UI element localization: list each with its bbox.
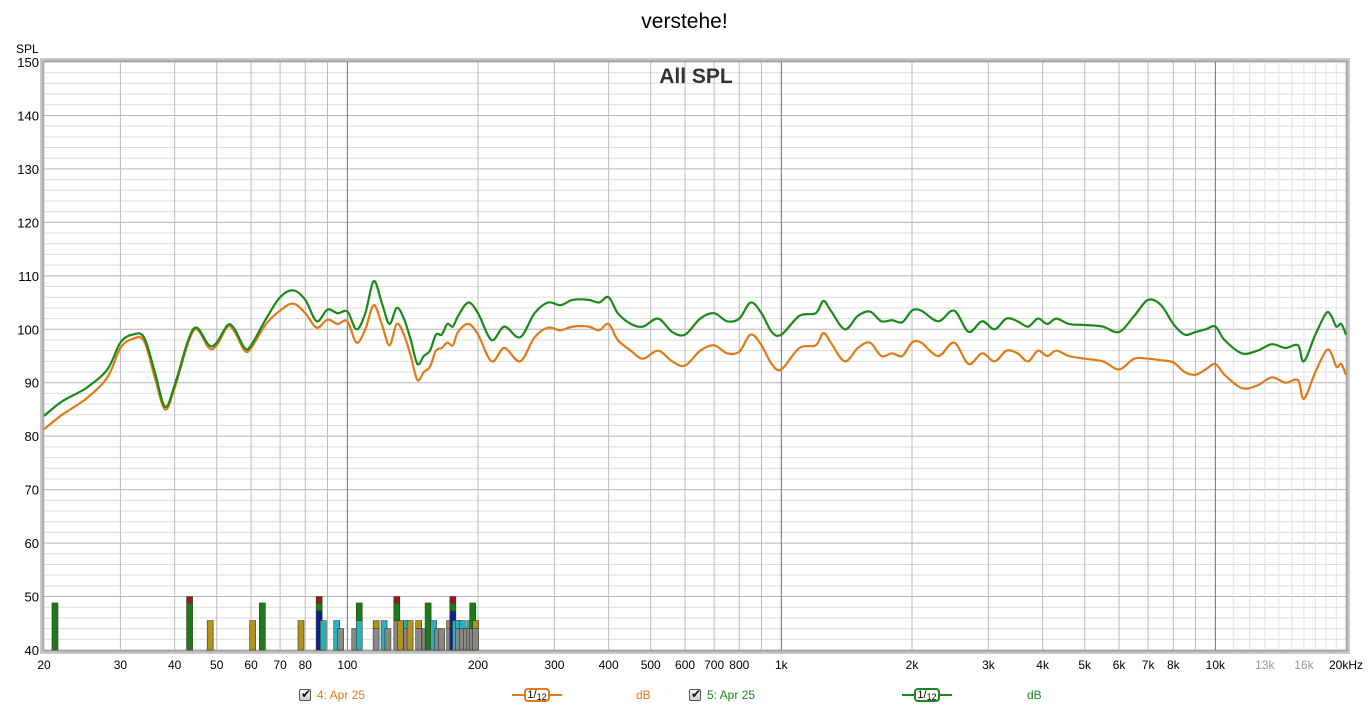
svg-text:13k: 13k (1255, 658, 1275, 672)
legend-item-5[interactable]: 5: Apr 25 (689, 687, 756, 702)
svg-text:600: 600 (675, 658, 695, 672)
series-4-unit: dB (636, 688, 651, 702)
svg-text:20: 20 (37, 658, 51, 672)
svg-text:70: 70 (273, 658, 287, 672)
svg-text:300: 300 (544, 658, 564, 672)
series-5-unit: dB (1027, 688, 1042, 702)
window-title: verstehe! (641, 10, 728, 33)
svg-text:6k: 6k (1113, 658, 1127, 672)
harmonic-bars (51, 596, 479, 651)
plot-frame (40, 58, 1350, 654)
svg-text:60: 60 (244, 658, 258, 672)
y-axis-label: SPL (16, 42, 39, 56)
svg-text:7k: 7k (1142, 658, 1156, 672)
svg-text:60: 60 (25, 536, 39, 551)
svg-text:140: 140 (17, 108, 39, 123)
svg-text:800: 800 (729, 658, 749, 672)
svg-text:4k: 4k (1036, 658, 1050, 672)
svg-text:150: 150 (17, 55, 39, 70)
svg-text:30: 30 (114, 658, 128, 672)
svg-text:50: 50 (25, 590, 39, 605)
series-5-checkbox[interactable] (689, 687, 701, 701)
svg-text:16k: 16k (1294, 658, 1314, 672)
svg-text:110: 110 (18, 269, 39, 284)
series-5-label: 5: Apr 25 (707, 688, 756, 702)
legend: 4: Apr 25 1/12 dB 5: Apr 25 1/12 dB (0, 687, 1369, 706)
svg-text:90: 90 (25, 376, 39, 391)
svg-text:100: 100 (337, 658, 357, 672)
svg-text:40: 40 (168, 658, 182, 672)
axis-ticks: 40 50 60 70 80 90 100 110 120 130 140 150 20 30 40 50 60… (17, 55, 1363, 672)
series-4-smoothing[interactable]: 1/12 (512, 688, 562, 702)
series-4-label: 4: Apr 25 (317, 688, 366, 702)
svg-text:3k: 3k (982, 658, 996, 672)
svg-text:130: 130 (17, 162, 39, 177)
chart-inner-title: All SPL (659, 65, 733, 88)
svg-text:100: 100 (17, 322, 39, 337)
svg-text:700: 700 (704, 658, 724, 672)
spl-curves (43, 280, 1348, 431)
svg-text:1k: 1k (775, 658, 789, 672)
svg-text:120: 120 (17, 215, 39, 230)
svg-text:5k: 5k (1078, 658, 1092, 672)
series-5-smoothing[interactable]: 1/12 (902, 688, 952, 702)
svg-text:70: 70 (25, 483, 39, 498)
svg-text:80: 80 (25, 429, 39, 444)
svg-text:50: 50 (210, 658, 224, 672)
svg-text:2k: 2k (906, 658, 920, 672)
svg-text:8k: 8k (1167, 658, 1181, 672)
svg-text:40: 40 (25, 643, 39, 658)
svg-text:500: 500 (641, 658, 661, 672)
spl-chart[interactable]: 40 50 60 70 80 90 100 110 120 130 140 150 20 30 40 50 60… (0, 0, 1369, 690)
legend-item-4[interactable]: 4: Apr 25 (299, 687, 366, 702)
svg-text:80: 80 (299, 658, 313, 672)
svg-text:200: 200 (468, 658, 488, 672)
series-4-checkbox[interactable] (299, 687, 311, 701)
svg-text:10k: 10k (1206, 658, 1226, 672)
svg-text:400: 400 (599, 658, 619, 672)
svg-text:20kHz: 20kHz (1329, 658, 1363, 672)
